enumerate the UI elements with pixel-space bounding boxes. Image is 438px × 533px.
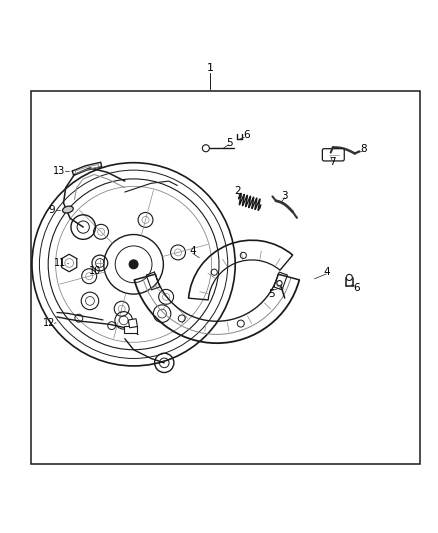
Text: 4: 4 [323, 266, 330, 277]
Text: 13: 13 [53, 166, 65, 176]
Text: 1: 1 [207, 63, 214, 73]
Text: 10: 10 [89, 266, 102, 276]
Text: 8: 8 [360, 144, 367, 154]
Text: 6: 6 [353, 284, 360, 293]
FancyBboxPatch shape [322, 149, 344, 161]
Circle shape [202, 145, 209, 152]
Text: 4: 4 [189, 246, 196, 256]
Text: 9: 9 [48, 205, 55, 215]
Text: 2: 2 [234, 186, 241, 196]
Text: 7: 7 [329, 157, 336, 167]
Text: 5: 5 [268, 289, 275, 298]
Text: 12: 12 [43, 318, 55, 328]
Text: 3: 3 [281, 190, 288, 200]
Text: 6: 6 [243, 130, 250, 140]
Bar [128, 319, 138, 328]
Ellipse shape [63, 206, 73, 213]
Circle shape [277, 280, 282, 286]
Text: 11: 11 [54, 258, 67, 268]
Bar [124, 326, 137, 333]
Bar [31, 91, 420, 464]
Text: 5: 5 [226, 138, 233, 148]
Circle shape [129, 260, 138, 269]
